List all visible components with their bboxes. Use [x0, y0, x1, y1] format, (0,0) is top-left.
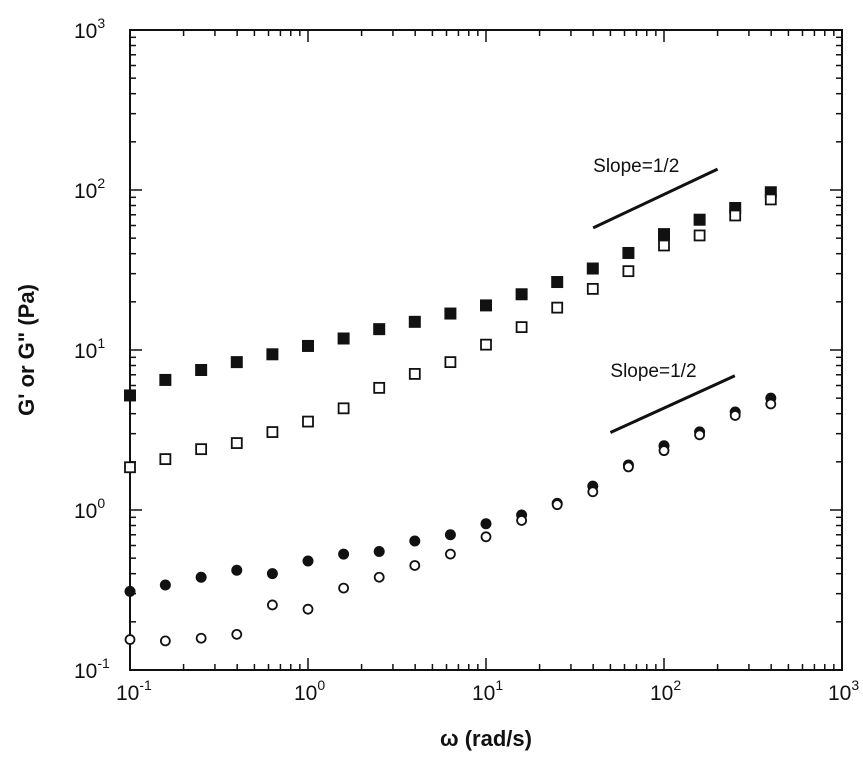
data-point-open-square: [622, 265, 635, 278]
data-point-open-square: [266, 426, 279, 438]
data-point-filled-square: [480, 299, 492, 312]
data-point-open-square: [159, 453, 172, 466]
data-point-open-square: [764, 193, 777, 206]
data-point-open-circle: [338, 582, 350, 594]
data-point-filled-circle: [266, 568, 278, 580]
data-point-open-circle: [159, 635, 171, 647]
data-point-open-circle: [658, 445, 670, 457]
data-point-open-square: [444, 356, 457, 369]
data-point-open-circle: [623, 461, 634, 473]
data-point-open-circle: [551, 499, 563, 511]
ticks: [129, 29, 843, 671]
data-point-filled-square: [124, 389, 136, 402]
data-point-open-square: [693, 229, 706, 242]
data-point-filled-square: [408, 315, 421, 328]
data-point-open-square: [195, 443, 208, 456]
data-point-filled-circle: [195, 571, 207, 583]
data-point-open-circle: [765, 398, 777, 410]
data-point-filled-circle: [302, 555, 314, 567]
data-point-filled-square: [159, 373, 172, 386]
y-tick-label: 10-1: [74, 655, 110, 683]
data-point-open-circle: [124, 634, 136, 645]
data-point-filled-square: [658, 228, 670, 241]
data-point-open-square: [302, 415, 314, 428]
data-point-open-square: [551, 301, 564, 314]
data-point-filled-square: [337, 332, 350, 345]
slope-label: Slope=1/2: [610, 361, 696, 382]
data-point-open-circle: [267, 599, 278, 611]
data-point-filled-square: [444, 307, 457, 320]
data-point-open-square: [586, 282, 599, 295]
data-point-filled-circle: [444, 529, 456, 541]
data-point-open-square: [230, 437, 243, 449]
data-point-open-square: [480, 338, 492, 351]
data-point-open-square: [515, 321, 528, 334]
data-point-filled-square: [266, 348, 279, 361]
data-point-filled-square: [515, 288, 528, 301]
data-point-filled-square: [551, 276, 564, 289]
x-axis-label: ω (rad/s): [440, 726, 532, 751]
data-points: [124, 186, 777, 647]
data-point-open-circle: [302, 603, 314, 615]
x-tick-label: 103: [828, 677, 859, 705]
data-point-filled-circle: [480, 518, 492, 530]
y-tick-label: 102: [74, 175, 105, 203]
slope-line: [609, 374, 736, 434]
data-point-filled-square: [693, 213, 706, 226]
data-point-open-circle: [409, 560, 421, 571]
data-point-filled-circle: [159, 579, 171, 591]
y-tick-label: 103: [74, 15, 105, 43]
slope-label: Slope=1/2: [593, 156, 679, 177]
data-point-open-square: [373, 381, 386, 394]
data-point-filled-square: [230, 356, 243, 369]
annotations: Slope=1/2 Slope=1/2: [592, 156, 736, 434]
data-point-filled-circle: [338, 548, 350, 560]
y-tick-label: 100: [74, 495, 105, 523]
x-tick-label: 100: [294, 677, 325, 705]
data-point-open-circle: [195, 632, 207, 644]
data-point-open-circle: [373, 571, 385, 583]
data-point-open-circle: [480, 531, 492, 543]
data-point-open-circle: [694, 429, 706, 441]
data-point-open-square: [337, 402, 350, 415]
data-point-open-circle: [231, 628, 243, 640]
data-point-filled-square: [373, 323, 386, 336]
data-point-open-circle: [445, 548, 456, 560]
data-point-open-square: [658, 239, 670, 252]
data-point-open-square: [729, 209, 742, 222]
data-point-open-square: [124, 461, 136, 474]
data-point-open-circle: [729, 410, 741, 421]
data-point-open-circle: [587, 486, 599, 498]
data-point-filled-square: [586, 262, 599, 275]
data-point-filled-square: [195, 363, 208, 376]
tick-labels: 10-1 100 101 102 103 10-1 100 101 102 103: [74, 15, 859, 705]
x-tick-label: 102: [650, 677, 681, 705]
y-tick-label: 101: [74, 335, 105, 363]
data-point-filled-square: [302, 339, 314, 352]
data-point-open-circle: [516, 515, 528, 526]
slope-line: [592, 167, 719, 230]
data-point-filled-circle: [231, 564, 243, 576]
x-tick-label: 101: [472, 677, 503, 705]
data-point-filled-square: [622, 246, 635, 259]
x-tick-label: 10-1: [116, 677, 152, 705]
data-point-filled-circle: [409, 535, 421, 547]
y-axis-label: G' or G" (Pa): [14, 284, 39, 416]
data-point-filled-circle: [124, 585, 136, 597]
data-point-open-square: [408, 367, 421, 380]
data-point-filled-circle: [373, 546, 385, 558]
